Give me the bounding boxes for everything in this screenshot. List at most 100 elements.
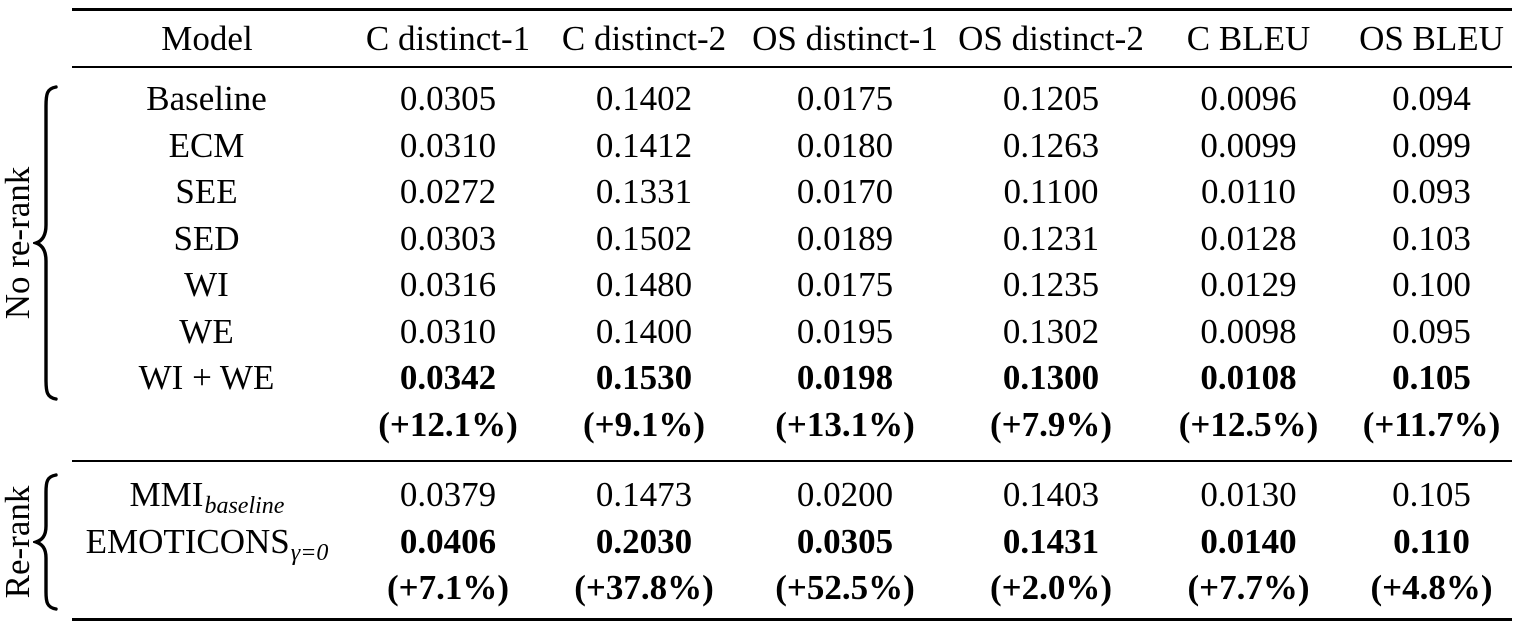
value-cell: 0.099: [1392, 125, 1471, 165]
value-cell: 0.0130: [1200, 475, 1297, 515]
value-cell: 0.0096: [1200, 79, 1297, 119]
improvement-cell: (+12.1%): [378, 404, 518, 444]
top-rule: [72, 8, 1512, 11]
model-name: SEE: [175, 172, 238, 212]
value-cell: 0.0170: [796, 172, 894, 212]
model-name: WE: [179, 311, 234, 351]
improvement-cell: (+13.1%): [775, 404, 915, 444]
table-row-ecm: ECM 0.0310 0.1412 0.0180 0.1263 0.0099 0…: [72, 123, 1512, 170]
value-cell: 0.0305: [399, 79, 497, 119]
table-row-we: WE 0.0310 0.1400 0.0195 0.1302 0.0098 0.…: [72, 309, 1512, 356]
value-cell: 0.0406: [399, 521, 497, 561]
value-cell: 0.1431: [1002, 521, 1100, 561]
value-cell: 0.100: [1392, 265, 1471, 305]
table-row-sed: SED 0.0303 0.1502 0.0189 0.1231 0.0128 0…: [72, 216, 1512, 263]
column-header-model: Model: [161, 18, 253, 58]
value-cell: 0.0175: [796, 265, 894, 305]
value-cell: 0.1473: [595, 475, 693, 515]
improvement-row-rerank: (+7.1%) (+37.8%) (+52.5%) (+2.0%) (+7.7%…: [72, 565, 1512, 612]
table-row-wi-we: WI + WE 0.0342 0.1530 0.0198 0.1300 0.01…: [72, 355, 1512, 402]
section-no-rerank: Baseline 0.0305 0.1402 0.0175 0.1205 0.0…: [72, 68, 1512, 448]
bottom-rule: [72, 617, 1512, 621]
model-subscript: baseline: [204, 493, 285, 520]
model-name: EMOTICONS: [85, 521, 290, 561]
value-cell: 0.105: [1392, 475, 1471, 515]
value-cell: 0.0305: [796, 521, 894, 561]
value-cell: 0.0310: [399, 125, 497, 165]
value-cell: 0.1300: [1002, 358, 1100, 398]
value-cell: 0.1412: [595, 125, 693, 165]
value-cell: 0.1331: [595, 172, 693, 212]
model-cell: WI: [72, 265, 342, 305]
curly-brace-no-rerank-icon: [33, 85, 58, 401]
model-cell: SEE: [72, 172, 342, 212]
table-row-mmi-baseline: MMI baseline 0.0379 0.1473 0.0200 0.1403 …: [72, 472, 1512, 519]
model-cell: Baseline: [72, 79, 342, 119]
table-header-row: Model C distinct-1 C distinct-2 OS disti…: [72, 11, 1512, 66]
model-cell: ECM: [72, 126, 342, 166]
model-cell: MMI baseline: [72, 475, 342, 519]
value-cell: 0.094: [1392, 79, 1471, 119]
column-header-c-distinct-1: C distinct-1: [365, 18, 531, 58]
improvement-cell: (+37.8%): [574, 568, 714, 608]
value-cell: 0.0189: [796, 218, 894, 258]
section-divider-rule: [72, 460, 1512, 462]
value-cell: 0.105: [1392, 358, 1471, 398]
value-cell: 0.0108: [1200, 358, 1297, 398]
model-name: SED: [173, 218, 240, 258]
value-cell: 0.1205: [1002, 79, 1100, 119]
improvement-cell: (+9.1%): [582, 404, 705, 444]
value-cell: 0.0128: [1200, 218, 1297, 258]
header-rule: [72, 66, 1512, 68]
improvement-cell: (+2.0%): [989, 568, 1112, 608]
value-cell: 0.0198: [796, 358, 894, 398]
value-cell: 0.110: [1393, 521, 1470, 561]
value-cell: 0.093: [1392, 172, 1471, 212]
value-cell: 0.0200: [796, 475, 894, 515]
improvement-cell: (+4.8%): [1370, 568, 1493, 608]
improvement-cell: (+12.5%): [1178, 404, 1319, 444]
value-cell: 0.095: [1392, 311, 1471, 351]
improvement-cell: (+52.5%): [775, 568, 915, 608]
curly-brace-rerank-icon: [33, 473, 58, 611]
value-cell: 0.1400: [595, 311, 693, 351]
improvement-cell: (+7.1%): [386, 568, 509, 608]
value-cell: 0.103: [1392, 218, 1471, 258]
model-name: WI: [184, 265, 229, 305]
value-cell: 0.0175: [796, 79, 894, 119]
column-header-os-bleu: OS BLEU: [1359, 18, 1504, 58]
model-cell: WE: [72, 312, 342, 352]
column-header-c-distinct-2: C distinct-2: [561, 18, 727, 58]
column-header-os-distinct-1: OS distinct-1: [752, 18, 938, 58]
value-cell: 0.0342: [399, 358, 497, 398]
value-cell: 0.0140: [1200, 521, 1297, 561]
value-cell: 0.1530: [595, 358, 693, 398]
value-cell: 0.1402: [595, 79, 693, 119]
value-cell: 0.0129: [1200, 265, 1297, 305]
value-cell: 0.0303: [399, 218, 497, 258]
value-cell: 0.1235: [1002, 265, 1100, 305]
table-row-see: SEE 0.0272 0.1331 0.0170 0.1100 0.0110 0…: [72, 169, 1512, 216]
improvement-cell: (+11.7%): [1362, 404, 1501, 444]
value-cell: 0.2030: [595, 521, 693, 561]
value-cell: 0.1302: [1002, 311, 1100, 351]
value-cell: 0.0099: [1200, 125, 1297, 165]
model-cell: SED: [72, 219, 342, 259]
value-cell: 0.0110: [1201, 172, 1296, 212]
model-subscript: γ=0: [290, 539, 329, 566]
model-name: MMI: [129, 475, 204, 515]
improvement-row-no-rerank: (+12.1%) (+9.1%) (+13.1%) (+7.9%) (+12.5…: [72, 402, 1512, 449]
value-cell: 0.0098: [1200, 311, 1297, 351]
value-cell: 0.1403: [1002, 475, 1100, 515]
value-cell: 0.1231: [1002, 218, 1100, 258]
model-cell: EMOTICONS γ=0: [72, 521, 342, 566]
value-cell: 0.0180: [796, 125, 894, 165]
value-cell: 0.1480: [595, 265, 693, 305]
value-cell: 0.1502: [595, 218, 693, 258]
table-row-wi: WI 0.0316 0.1480 0.0175 0.1235 0.0129 0.…: [72, 262, 1512, 309]
column-header-c-bleu: C BLEU: [1186, 18, 1311, 58]
table-row-emoticons: EMOTICONS γ=0 0.0406 0.2030 0.0305 0.1431…: [72, 519, 1512, 566]
value-cell: 0.0272: [399, 172, 497, 212]
value-cell: 0.1263: [1002, 125, 1100, 165]
